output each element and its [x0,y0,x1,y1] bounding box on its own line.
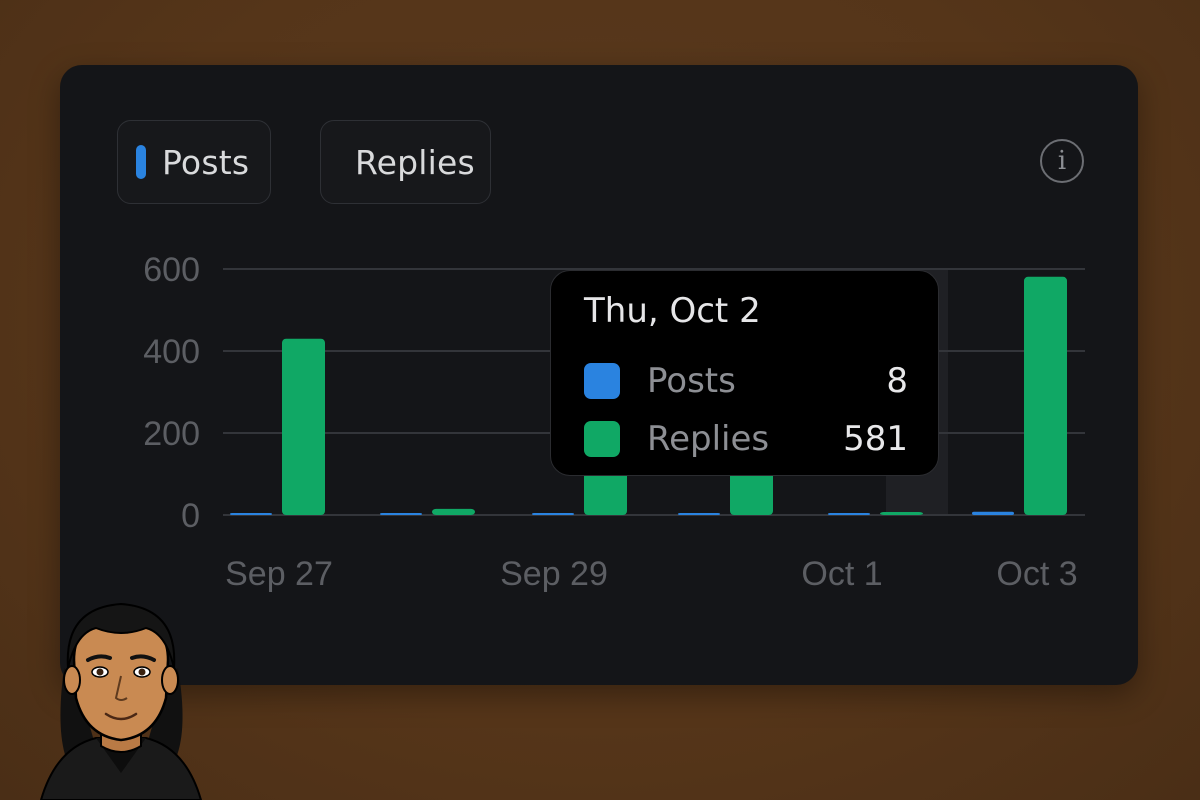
legend-posts-label: Posts [162,142,250,182]
tooltip-posts-label: Posts [647,361,736,401]
legend-replies-label: Replies [355,142,475,182]
chart-tooltip: Thu, Oct 2 Posts 8 Replies 581 [550,270,939,476]
y-tick-label: 400 [143,333,200,371]
tooltip-posts-swatch [584,363,620,399]
tooltip-posts-value: 8 [886,361,908,401]
y-tick-label: 0 [181,497,200,535]
bar-posts [678,512,720,515]
x-tick-label: Sep 27 [225,555,333,593]
activity-card: Posts Replies i 0 200 400 600 Sep 27 Sep 29 Oc… [60,65,1138,685]
tooltip-row-replies: Replies 581 [584,419,908,459]
bar-posts [230,512,272,515]
bar-posts [828,513,870,515]
bar-replies [432,508,475,515]
avatar [39,602,203,800]
y-tick-label: 600 [143,251,200,289]
tooltip-replies-swatch [584,421,620,457]
x-tick-label: Oct 1 [801,555,882,593]
bar-replies [1024,276,1067,515]
bar-posts [380,513,422,515]
bar-replies [880,512,923,515]
legend-posts-toggle[interactable]: Posts [117,120,271,204]
bar-posts [532,512,574,515]
bar-posts [972,511,1014,515]
posts-swatch [136,145,146,179]
x-tick-label: Sep 29 [500,555,608,593]
legend-replies-toggle[interactable]: Replies [320,120,491,204]
tooltip-replies-value: 581 [843,419,908,459]
x-tick-label: Oct 3 [996,555,1077,593]
info-icon[interactable]: i [1040,139,1084,183]
y-tick-label: 200 [143,415,200,453]
bar-replies [282,338,325,515]
tooltip-row-posts: Posts 8 [584,361,908,401]
tooltip-replies-label: Replies [647,419,770,459]
tooltip-date: Thu, Oct 2 [584,291,761,331]
